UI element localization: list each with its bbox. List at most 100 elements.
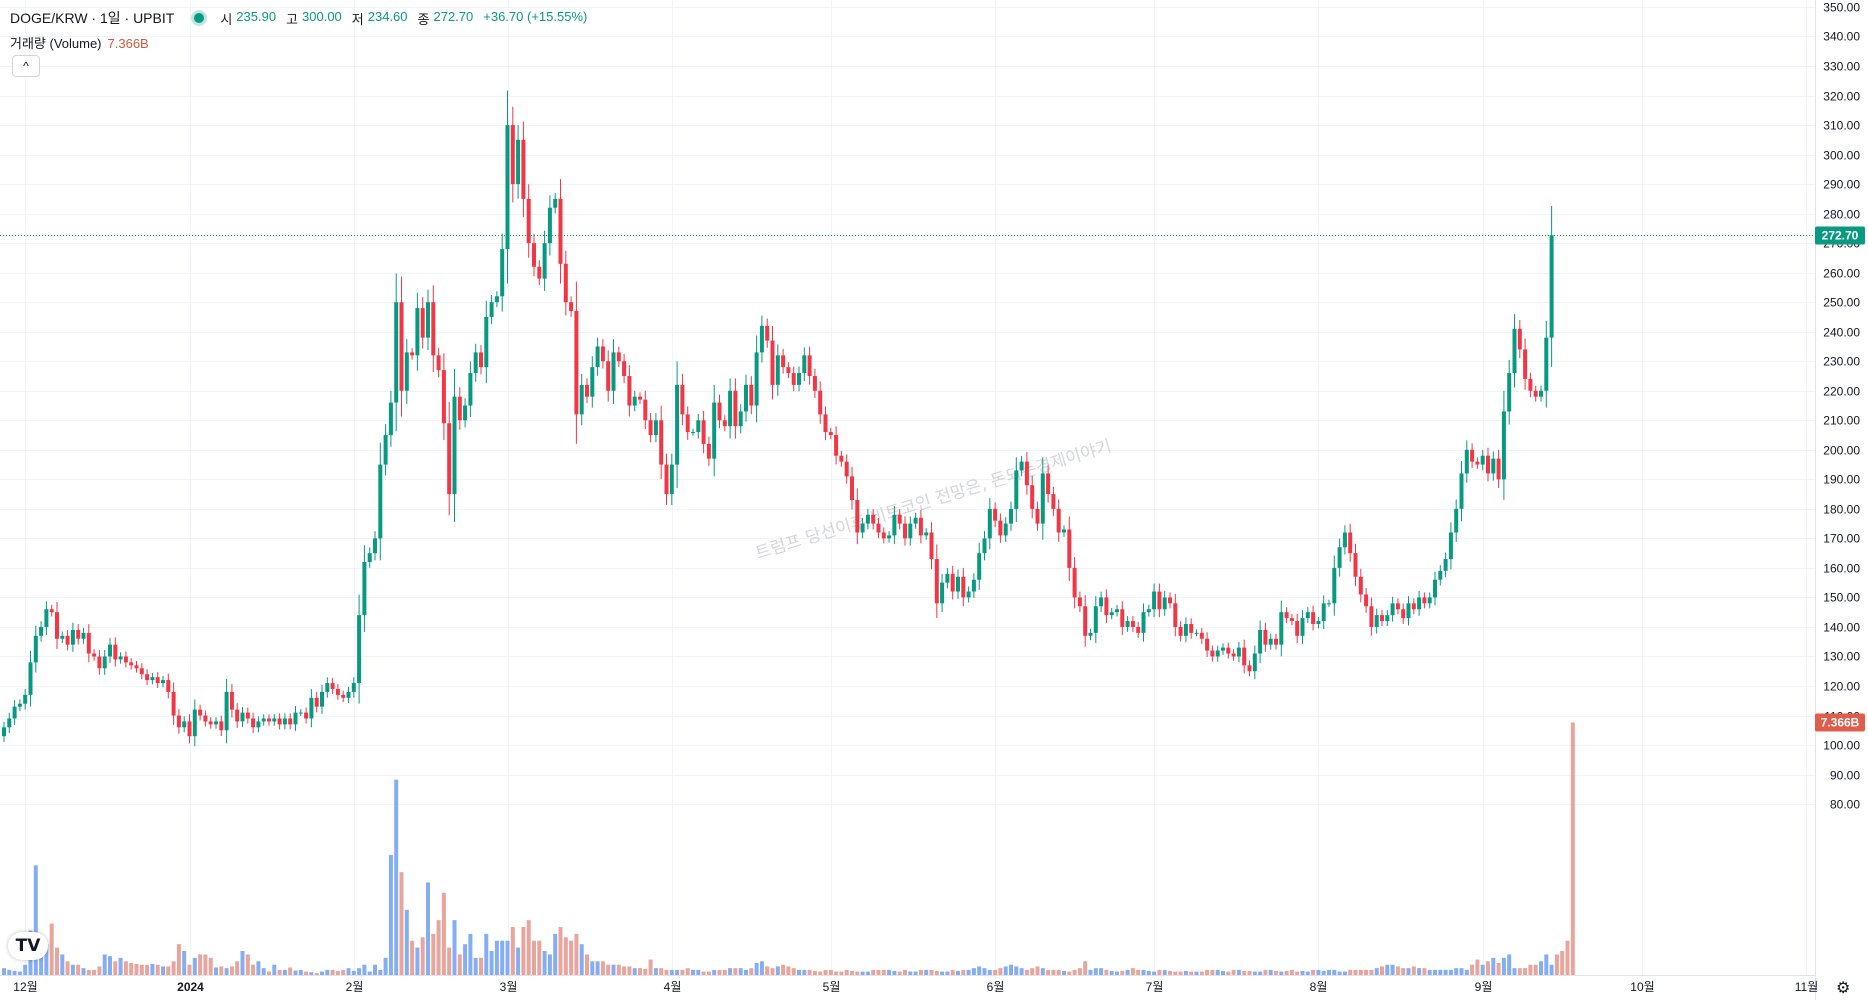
candle-body [1077,597,1082,607]
candle-body [1316,621,1321,624]
volume-bar [1305,971,1310,975]
candle-body [129,662,134,666]
volume-bar [834,971,839,975]
price-tick-label: 250.00 [1823,296,1860,310]
volume-bar [494,940,499,975]
candle-body [415,308,420,356]
candle-body [733,390,738,427]
price-tick-label: 230.00 [1823,355,1860,369]
symbol-title[interactable]: DOGE/KRW · 1일 · UPBIT [10,10,175,26]
candle-body [1390,603,1395,616]
candle-body [192,709,197,737]
price-tick-label: 80.00 [1830,798,1860,812]
volume-bar [934,970,939,975]
candle-body [892,514,897,536]
volume-bar [659,968,664,975]
volume-bar [643,968,648,975]
gear-icon[interactable]: ⚙ [1836,980,1851,997]
tradingview-logo-icon[interactable]: TV [8,932,48,960]
volume-bar [802,969,807,975]
volume-bar [945,971,950,975]
candle-body [685,414,690,433]
time-axis[interactable]: 12월 2024 2월 3월 4월 5월 6월 7월 8월 9월 10월 11월 [13,980,1818,994]
volume-bar [537,940,542,975]
candle-body [749,384,754,406]
close-label: 종 [417,11,430,27]
candle-body [1199,632,1204,639]
volume-bar [1459,968,1464,975]
high-label: 고 [286,11,299,27]
candle-body [696,420,701,433]
volume-bar [1099,968,1104,975]
volume-bar [1464,969,1469,975]
candle-body [1194,632,1199,634]
candle-body [860,523,865,533]
candle-body [855,500,860,533]
candle-body [23,694,28,704]
volume-bar [733,968,738,975]
volume-bar [1115,971,1119,975]
candle-body [28,662,33,695]
volume-bar [92,969,97,975]
candle-body [49,609,54,613]
volume-bar [1141,969,1146,975]
candle-body [701,420,706,444]
candle-body [282,718,287,725]
volume-bar [1178,971,1183,975]
volume-bar [595,961,600,975]
time-tick-label: 3월 [500,980,518,994]
time-tick-label: 6월 [987,980,1005,994]
low-value: 234.60 [367,8,408,24]
volume-bar [208,957,213,975]
candle-body [1136,626,1141,633]
candle-body [940,582,945,604]
volume-bar [1056,969,1061,975]
price-axis[interactable]: 80.0090.00100.00110.00120.00130.00140.00… [1823,1,1860,812]
volume-bar [791,968,796,975]
candle-body [293,712,298,725]
volume-bar [961,969,966,975]
volume-bar [616,964,621,975]
candle-body [977,553,982,580]
volume-bar [325,969,330,975]
candle-body [1501,411,1506,480]
candle-body [653,420,658,436]
candle-body [17,703,22,707]
volume-bar [971,968,976,975]
volume-bar [638,968,642,975]
volume-bar [245,954,250,975]
candle-body [330,683,335,689]
volume-bar [39,954,44,975]
candle-body [171,691,176,716]
volume-bar [579,944,584,975]
volume-bar [139,964,144,975]
time-tick-label: 5월 [823,980,841,994]
candle-body [738,411,743,427]
volume-bar [1146,970,1151,975]
collapse-legend-button[interactable]: ^ [12,55,40,77]
candle-body [1417,597,1422,610]
candle-body [1168,597,1172,604]
candle-body [1236,647,1241,657]
candle-body [1231,653,1236,657]
candle-body [606,361,611,391]
candle-body [791,373,796,385]
candle-body [447,423,452,495]
candle-body [648,420,653,436]
candle-body [235,709,240,722]
candle-body [261,718,266,722]
volume-bar [876,969,881,975]
price-tick-label: 210.00 [1823,414,1860,428]
candle-body [765,325,770,341]
candle-body [1215,650,1220,657]
candle-body [1104,597,1109,616]
candle-body [60,635,65,639]
time-tick-label: 12월 [13,980,37,994]
volume-bar [818,971,823,975]
volume-bar [1083,961,1088,975]
volume-bar [982,968,987,975]
volume-label[interactable]: 거래량 (Volume) [10,36,102,51]
candle-body [346,691,351,698]
